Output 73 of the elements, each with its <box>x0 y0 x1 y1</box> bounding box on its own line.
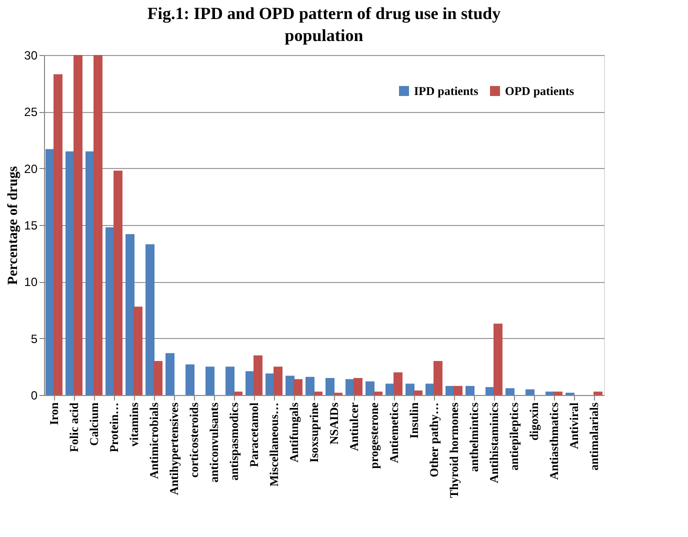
bar <box>166 353 174 395</box>
legend-label: OPD patients <box>505 84 574 98</box>
x-tick-label: progesterone <box>367 402 381 469</box>
legend-label: IPD patients <box>414 84 479 98</box>
bar <box>114 170 122 395</box>
x-tick-label: Paracetamol <box>247 402 261 468</box>
bar <box>94 55 102 395</box>
bar <box>126 234 134 395</box>
bar <box>466 386 474 395</box>
y-tick-label: 5 <box>30 332 38 346</box>
bar <box>354 378 362 395</box>
x-tick-label: anticonvulsants <box>207 402 221 483</box>
x-tick-label: Antimicrobials <box>147 402 161 479</box>
x-tick-label: digoxin <box>527 402 541 441</box>
x-tick-label: anthelmintics <box>467 402 481 472</box>
x-tick-label: Other pathy… <box>427 402 441 478</box>
bar <box>74 55 82 395</box>
y-tick-label: 0 <box>30 388 38 402</box>
x-tick-label: Calcium <box>87 402 101 446</box>
y-tick-label: 10 <box>24 275 38 290</box>
x-tick-label: Insulin <box>407 402 421 439</box>
y-tick-label: 20 <box>24 162 38 176</box>
x-tick-label: Miscellaneous… <box>267 402 281 486</box>
x-tick-label: Iron <box>47 402 61 425</box>
bar <box>454 386 462 395</box>
x-tick-label: Isoxsuprine <box>307 402 321 463</box>
bar <box>54 74 62 395</box>
bar <box>506 388 514 395</box>
bar <box>526 389 534 395</box>
x-tick-label: vitamins <box>127 402 141 447</box>
bar <box>326 378 334 395</box>
x-tick-label: Antiasthmatics <box>547 402 561 480</box>
y-axis-title: Percentage of drugs <box>6 166 22 285</box>
bar <box>294 379 302 395</box>
x-tick-label: Antihistaminics <box>487 402 501 484</box>
x-tick-label: Antiemetics <box>387 402 401 464</box>
bar <box>274 366 282 395</box>
bar <box>286 376 294 395</box>
bar <box>306 376 314 395</box>
bar <box>594 392 602 395</box>
x-tick-label: corticosteroids <box>187 402 201 478</box>
bar <box>206 366 214 395</box>
bar <box>154 361 162 395</box>
bar <box>314 392 322 395</box>
bar <box>434 361 442 395</box>
x-tick-label: NSAIDs <box>327 402 341 445</box>
x-tick-label: Antifungals <box>287 402 301 463</box>
bar <box>146 244 154 395</box>
x-tick-label: Antihypertensives <box>167 402 181 496</box>
x-tick-label: Thyroid hormones <box>447 402 461 498</box>
bar <box>554 392 562 395</box>
x-tick-label: Protein… <box>107 402 121 452</box>
bar <box>494 324 502 395</box>
x-tick-label: antimalarials <box>587 402 601 470</box>
bar <box>254 355 262 395</box>
bar <box>394 372 402 395</box>
chart-title: Fig.1: IPD and OPD pattern of drug use in study population <box>147 4 502 45</box>
x-tick-label: antiepileptics <box>507 402 521 470</box>
bar <box>414 390 422 395</box>
x-tick-label: Folic acid <box>67 402 81 452</box>
y-tick-label: 25 <box>24 105 38 120</box>
bar <box>186 364 194 395</box>
y-tick-label: 15 <box>24 218 38 232</box>
bar <box>226 366 234 395</box>
x-tick-label: Antiulcer <box>347 402 361 452</box>
y-tick-label: 30 <box>24 48 38 62</box>
bar <box>366 381 374 395</box>
x-tick-label: Antiviral <box>567 402 581 450</box>
x-tick-label: antispasmodics <box>227 402 241 481</box>
bar <box>134 306 142 395</box>
bar <box>374 392 382 395</box>
bar <box>234 392 242 395</box>
bar <box>406 384 414 395</box>
